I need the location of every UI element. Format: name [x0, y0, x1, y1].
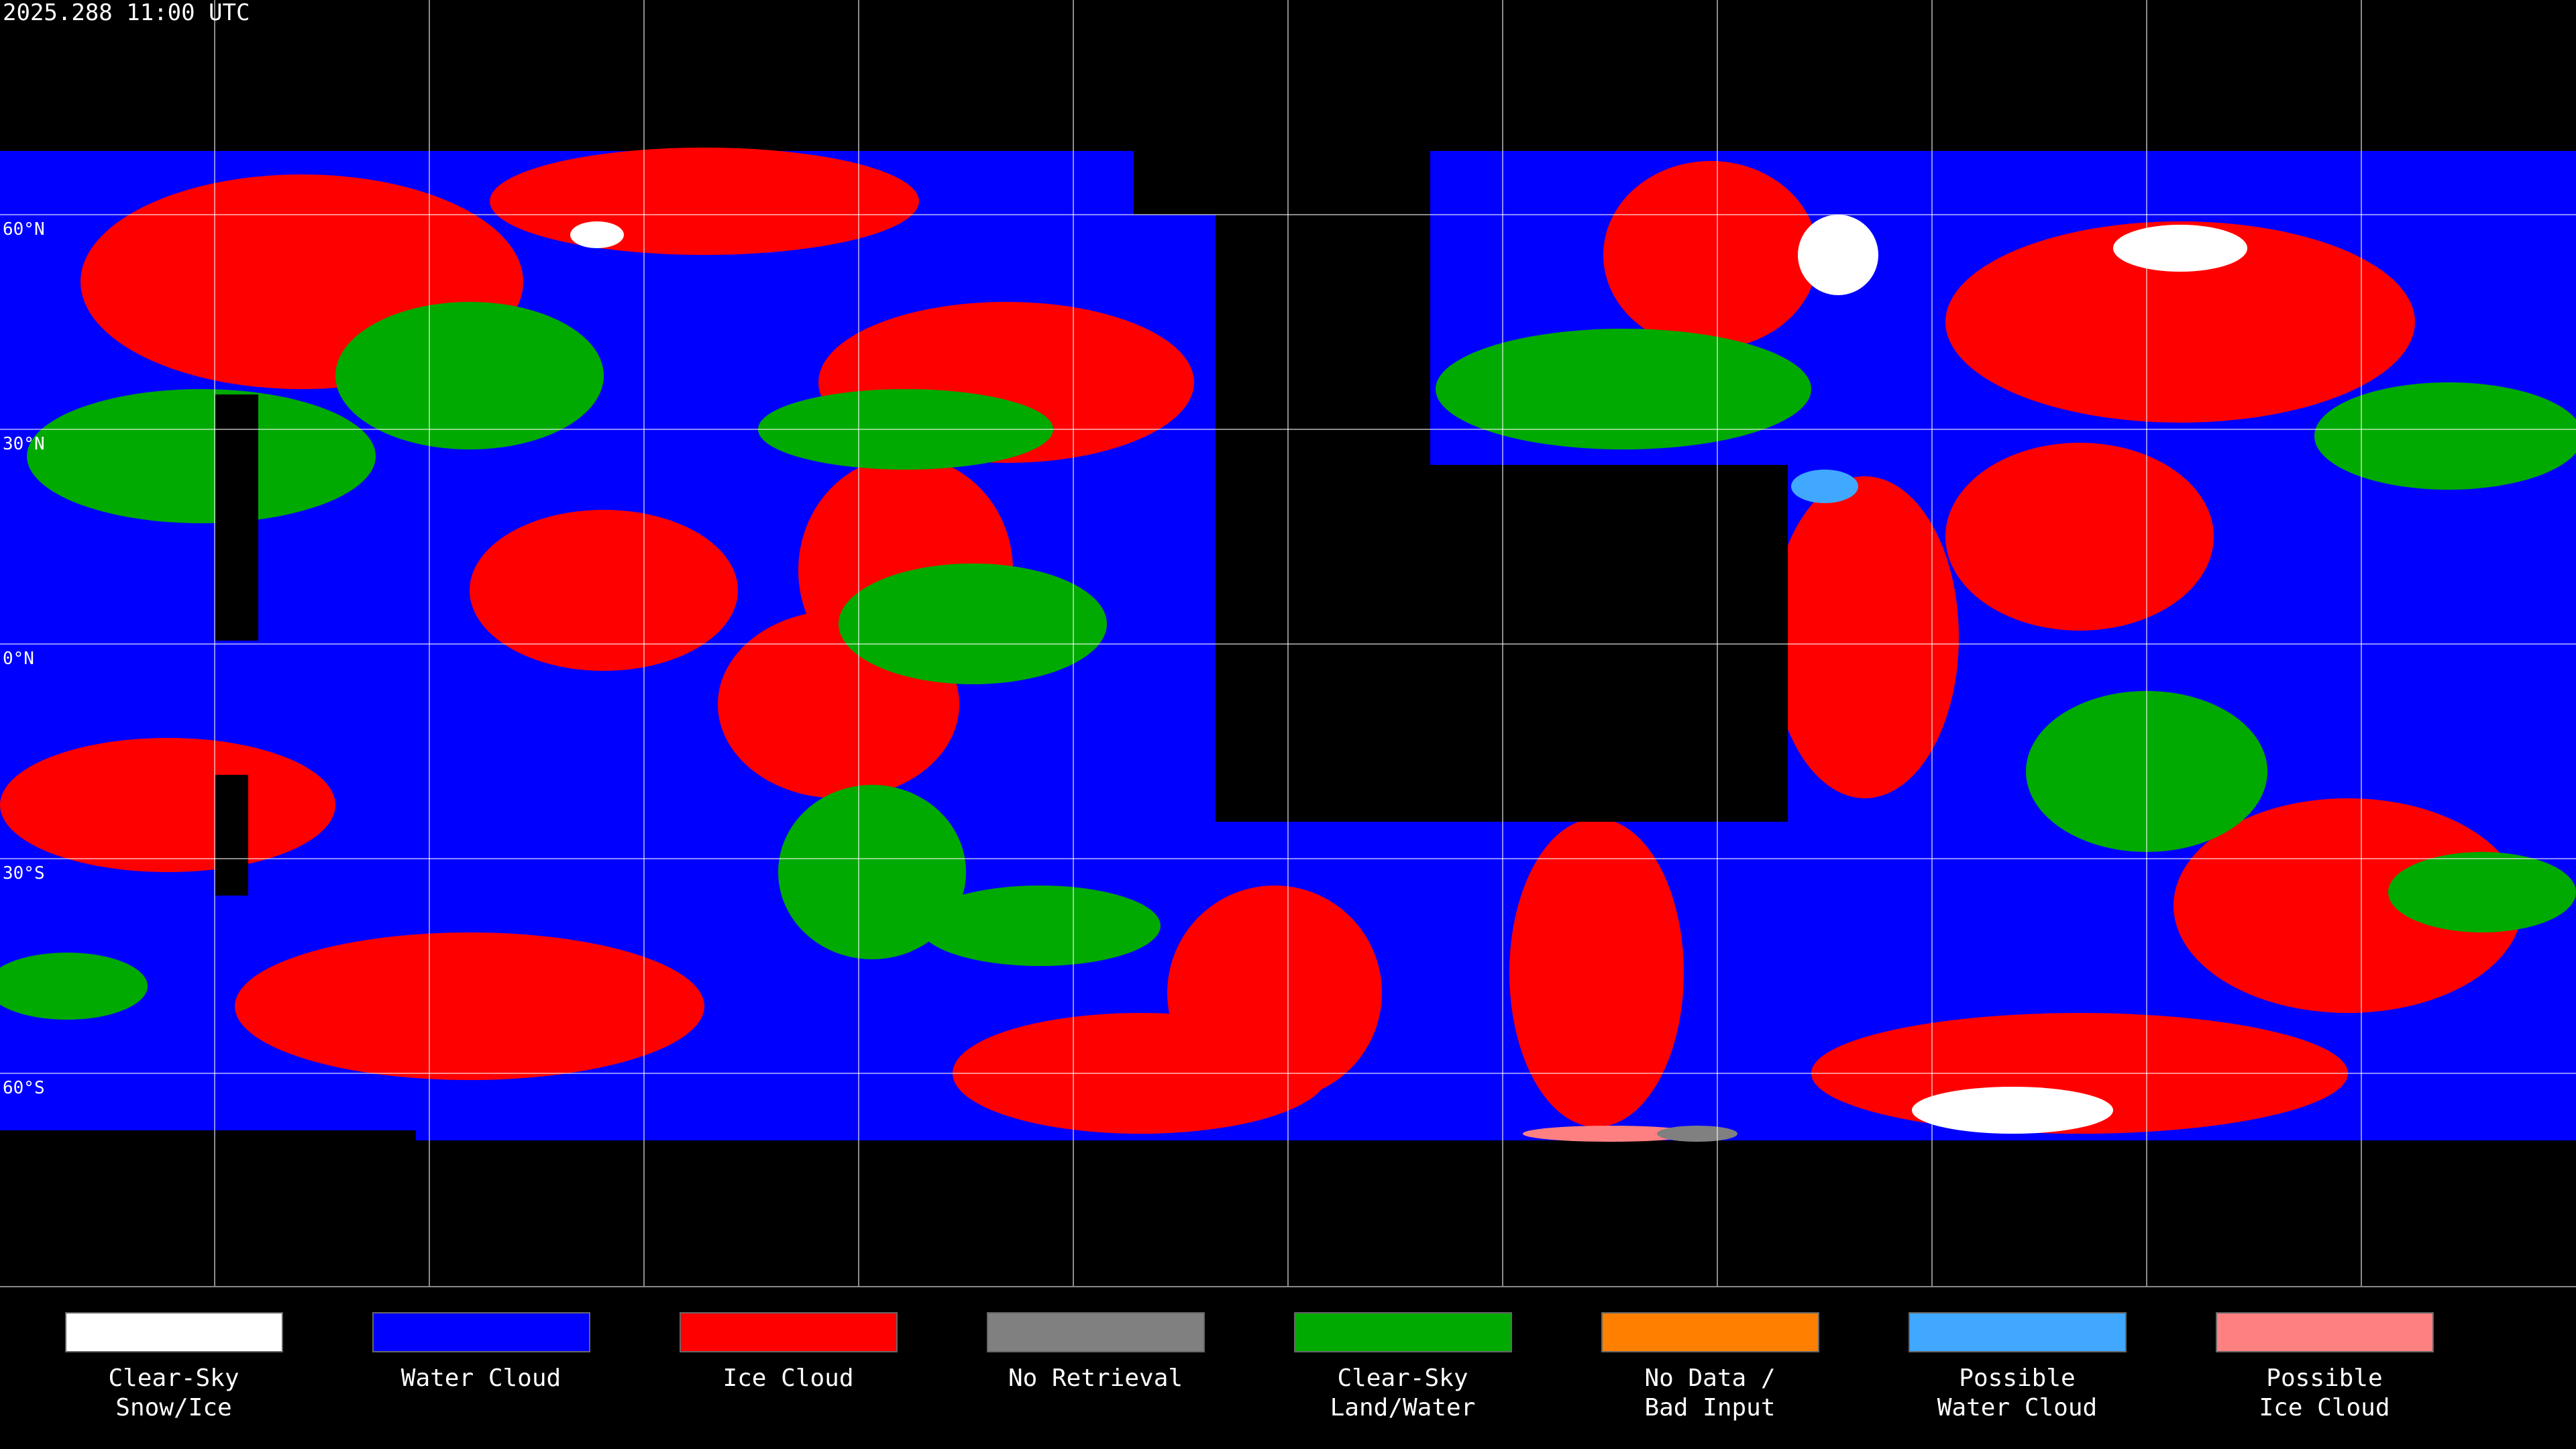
ice-cloud-area	[0, 738, 335, 872]
clear-land-area	[1436, 329, 1811, 449]
legend-swatch	[65, 1312, 283, 1352]
ice-cloud-area	[1945, 443, 2214, 631]
clear-land-area	[2314, 382, 2576, 490]
legend-label: Clear-Sky	[1337, 1364, 1468, 1392]
legend-label: No Data /	[1644, 1364, 1775, 1392]
legend-swatch	[2216, 1312, 2434, 1352]
legend-label: Bad Input	[1644, 1394, 1775, 1421]
legend-label: No Retrieval	[1008, 1364, 1183, 1392]
latitude-label: 30°S	[3, 863, 45, 883]
ice-cloud-area	[1945, 221, 2415, 423]
legend-label: Water Cloud	[1937, 1394, 2097, 1421]
clear-land-area	[2388, 852, 2576, 932]
clear-land-area	[919, 885, 1161, 966]
snow-area	[1912, 1087, 2113, 1134]
latitude-label: 0°N	[3, 649, 34, 669]
ice-cloud-area	[470, 510, 738, 671]
possible-ice-area	[1523, 1126, 1697, 1142]
no-data-area	[1216, 134, 1430, 476]
snow-area	[1798, 215, 1878, 295]
ice-cloud-area	[490, 148, 919, 255]
legend-label: Possible	[1959, 1364, 2075, 1392]
legend-swatch	[1909, 1312, 2127, 1352]
ice-cloud-area	[235, 932, 704, 1080]
legend-label: Clear-Sky	[108, 1364, 239, 1392]
latitude-label: 60°S	[3, 1078, 45, 1098]
legend-swatch	[372, 1312, 590, 1352]
clear-land-area	[27, 389, 376, 523]
legend-swatch	[680, 1312, 898, 1352]
no-data-area	[1134, 134, 1218, 215]
clear-land-area	[839, 564, 1107, 684]
latitude-label: 60°N	[3, 219, 45, 239]
legend-label: Water Cloud	[401, 1364, 561, 1392]
ice-cloud-area	[1771, 476, 1959, 798]
legend-label: Possible	[2266, 1364, 2382, 1392]
clear-land-area	[0, 953, 148, 1020]
legend-swatch	[1601, 1312, 1819, 1352]
ice-cloud-area	[2174, 798, 2522, 1013]
latitude-label: 30°N	[3, 434, 45, 454]
snow-area	[570, 221, 624, 248]
no-data-area	[0, 1130, 416, 1144]
legend-label: Ice Cloud	[2259, 1394, 2390, 1421]
legend-swatch	[987, 1312, 1205, 1352]
timestamp: 2025.288 11:00 UTC	[3, 0, 250, 26]
no-data-area	[215, 775, 248, 896]
clear-land-area	[335, 302, 604, 449]
graticule	[0, 0, 2576, 1287]
legend-label: Land/Water	[1330, 1394, 1476, 1421]
ice-cloud-area	[1167, 885, 1382, 1100]
possible-water-area	[1791, 470, 1858, 503]
snow-area	[2113, 225, 2247, 272]
legend-label: Ice Cloud	[722, 1364, 853, 1392]
ice-cloud-area	[1509, 818, 1684, 1127]
no-retrieval-area	[1657, 1126, 1737, 1142]
ice-cloud-area	[1603, 161, 1818, 349]
no-data-area	[215, 394, 258, 641]
legend-swatch	[1294, 1312, 1512, 1352]
legend-label: Snow/Ice	[115, 1394, 231, 1421]
clear-land-area	[778, 785, 966, 959]
